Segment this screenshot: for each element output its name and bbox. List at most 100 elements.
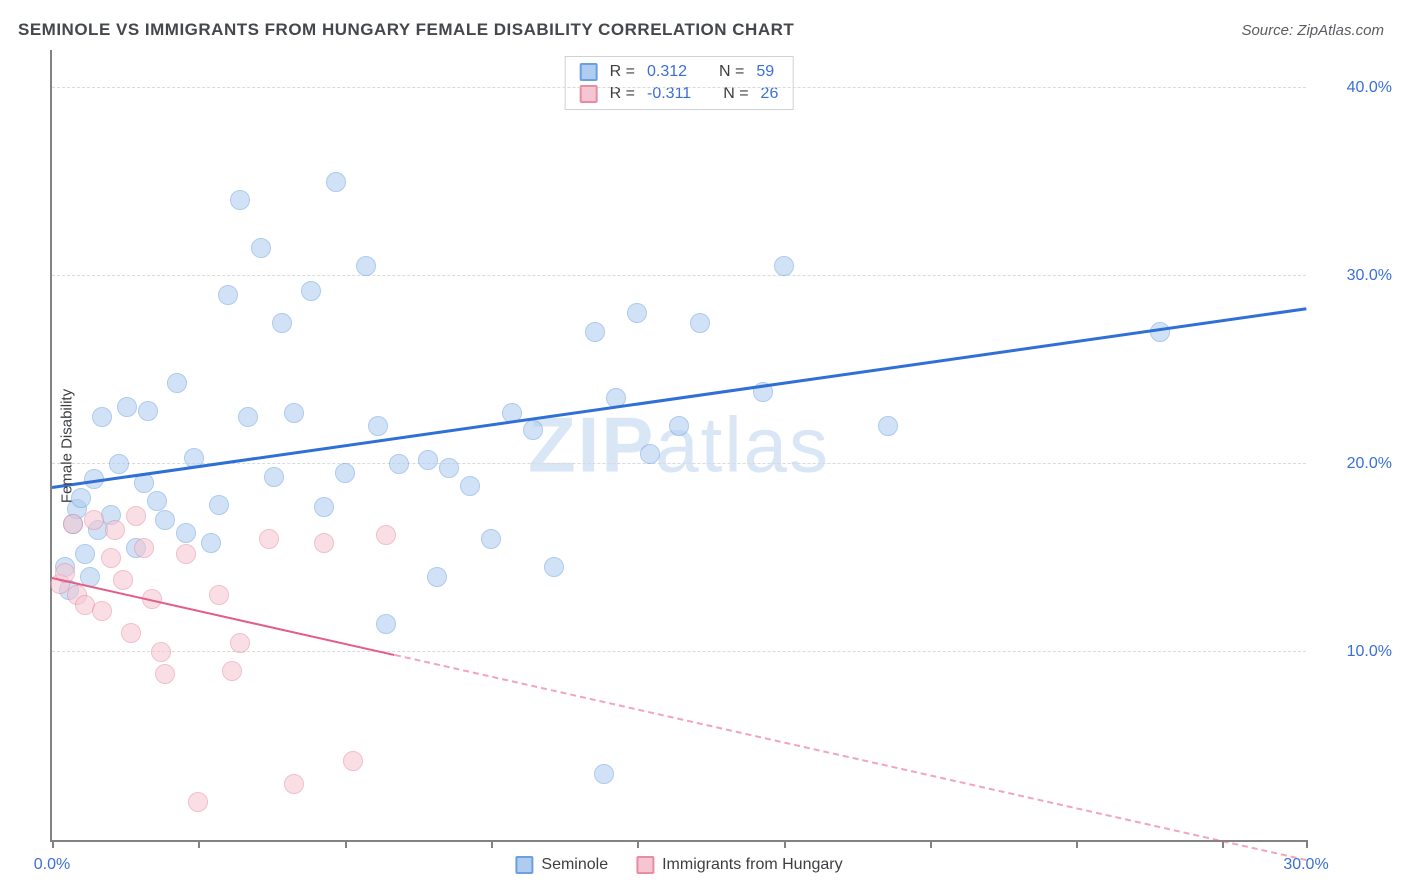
legend-label-seminole: Seminole	[541, 856, 608, 874]
watermark-bold: ZIP	[528, 401, 655, 489]
legend-r-label: R =	[610, 63, 635, 81]
data-point	[284, 774, 304, 794]
data-point	[774, 256, 794, 276]
data-point	[63, 514, 83, 534]
gridline	[52, 87, 1306, 88]
data-point	[155, 664, 175, 684]
data-point	[878, 416, 898, 436]
data-point	[376, 525, 396, 545]
data-point	[314, 533, 334, 553]
data-point	[544, 557, 564, 577]
y-tick-label: 30.0%	[1347, 267, 1392, 285]
legend-n-value-hungary: 26	[761, 85, 779, 103]
data-point	[167, 373, 187, 393]
data-point	[126, 506, 146, 526]
gridline	[52, 275, 1306, 276]
chart-title: SEMINOLE VS IMMIGRANTS FROM HUNGARY FEMA…	[18, 20, 794, 40]
data-point	[117, 397, 137, 417]
data-point	[101, 548, 121, 568]
data-point	[230, 190, 250, 210]
legend-row: R = 0.312 N = 59	[566, 61, 793, 83]
data-point	[188, 792, 208, 812]
data-point	[368, 416, 388, 436]
data-point	[418, 450, 438, 470]
data-point	[585, 322, 605, 342]
data-point	[109, 454, 129, 474]
data-point	[238, 407, 258, 427]
data-point	[284, 403, 304, 423]
x-tick	[52, 840, 54, 848]
data-point	[264, 467, 284, 487]
legend-label-hungary: Immigrants from Hungary	[662, 856, 843, 874]
data-point	[84, 510, 104, 530]
legend-swatch-seminole	[515, 856, 533, 874]
data-point	[201, 533, 221, 553]
data-point	[251, 238, 271, 258]
data-point	[439, 458, 459, 478]
x-tick	[784, 840, 786, 848]
gridline	[52, 463, 1306, 464]
data-point	[121, 623, 141, 643]
x-tick	[1076, 840, 1078, 848]
data-point	[209, 585, 229, 605]
data-point	[75, 544, 95, 564]
data-point	[627, 303, 647, 323]
legend-item-hungary: Immigrants from Hungary	[636, 856, 843, 874]
data-point	[113, 570, 133, 590]
legend-item-seminole: Seminole	[515, 856, 608, 874]
data-point	[259, 529, 279, 549]
x-tick-label: 0.0%	[34, 856, 70, 874]
data-point	[389, 454, 409, 474]
legend-correlation: R = 0.312 N = 59 R = -0.311 N = 26	[565, 56, 794, 110]
x-tick	[491, 840, 493, 848]
data-point	[356, 256, 376, 276]
source-attribution: Source: ZipAtlas.com	[1241, 22, 1384, 39]
data-point	[326, 172, 346, 192]
chart-container: { "title": "SEMINOLE VS IMMIGRANTS FROM …	[0, 0, 1406, 892]
legend-r-value-seminole: 0.312	[647, 63, 687, 81]
plot-area: ZIPatlas R = 0.312 N = 59 R = -0.311 N =…	[50, 50, 1306, 842]
y-tick-label: 10.0%	[1347, 643, 1392, 661]
data-point	[669, 416, 689, 436]
data-point	[138, 401, 158, 421]
data-point	[335, 463, 355, 483]
x-tick	[198, 840, 200, 848]
data-point	[272, 313, 292, 333]
data-point	[105, 520, 125, 540]
data-point	[690, 313, 710, 333]
data-point	[155, 510, 175, 530]
legend-n-label: N =	[723, 85, 748, 103]
data-point	[230, 633, 250, 653]
x-tick	[1306, 840, 1308, 848]
data-point	[314, 497, 334, 517]
data-point	[134, 538, 154, 558]
data-point	[92, 407, 112, 427]
data-point	[151, 642, 171, 662]
x-tick	[930, 840, 932, 848]
data-point	[427, 567, 447, 587]
data-point	[222, 661, 242, 681]
data-point	[343, 751, 363, 771]
data-point	[481, 529, 501, 549]
data-point	[594, 764, 614, 784]
y-tick-label: 40.0%	[1347, 79, 1392, 97]
data-point	[460, 476, 480, 496]
legend-swatch-hungary	[580, 85, 598, 103]
y-axis-label: Female Disability	[59, 389, 76, 503]
legend-swatch-hungary	[636, 856, 654, 874]
data-point	[92, 601, 112, 621]
legend-n-label: N =	[719, 63, 744, 81]
data-point	[147, 491, 167, 511]
legend-n-value-seminole: 59	[756, 63, 774, 81]
x-tick	[637, 840, 639, 848]
data-point	[640, 444, 660, 464]
y-tick-label: 20.0%	[1347, 455, 1392, 473]
data-point	[176, 523, 196, 543]
data-point	[176, 544, 196, 564]
legend-swatch-seminole	[580, 63, 598, 81]
trend-line-dashed	[395, 654, 1307, 861]
watermark-light: atlas	[655, 401, 830, 489]
data-point	[301, 281, 321, 301]
legend-r-label: R =	[610, 85, 635, 103]
data-point	[209, 495, 229, 515]
